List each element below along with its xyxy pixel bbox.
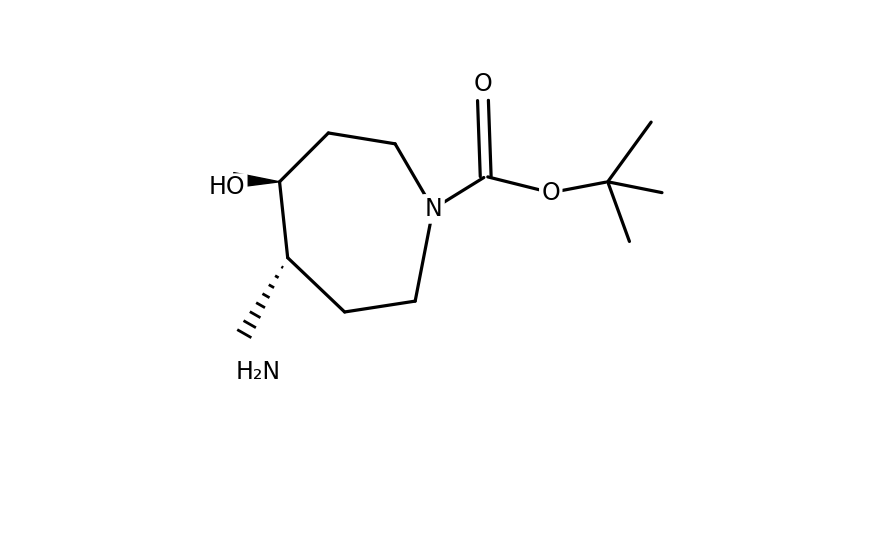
Text: HO: HO (209, 175, 246, 199)
Text: N: N (425, 197, 442, 221)
Polygon shape (233, 173, 279, 188)
Text: O: O (473, 72, 492, 96)
Text: H₂N: H₂N (235, 359, 280, 384)
Text: O: O (541, 181, 560, 204)
